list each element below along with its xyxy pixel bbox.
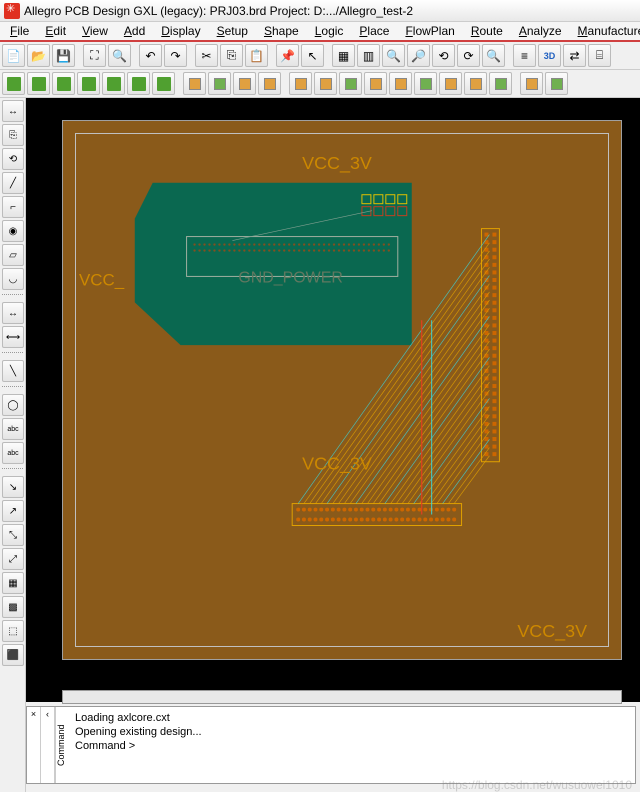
toolbar-cur[interactable] bbox=[258, 72, 281, 95]
tool-line[interactable]: ╱ bbox=[2, 172, 24, 194]
toolbar-layer-stack[interactable]: ≡ bbox=[513, 44, 536, 67]
toolbar-zoom-window[interactable]: 🔍 bbox=[108, 44, 131, 67]
command-output: Loading axlcore.cxtOpening existing desi… bbox=[69, 707, 635, 783]
toolbar-c2[interactable] bbox=[208, 72, 231, 95]
menu-edit[interactable]: Edit bbox=[39, 22, 72, 40]
menu-route[interactable]: Route bbox=[465, 22, 509, 40]
toolbar-file-save[interactable]: 💾 bbox=[52, 44, 75, 67]
tool-via[interactable]: ◉ bbox=[2, 220, 24, 242]
toolbar-r8[interactable] bbox=[464, 72, 487, 95]
menu-bar: FileEditViewAddDisplay SetupShapeLogicPla… bbox=[0, 22, 640, 42]
tool-copy[interactable]: ⎘ bbox=[2, 124, 24, 146]
toolbar-file-new[interactable]: 📄 bbox=[2, 44, 25, 67]
toolbar-c3[interactable] bbox=[233, 72, 256, 95]
toolbar-zoom-next[interactable]: ⟳ bbox=[457, 44, 480, 67]
tool-rt7[interactable]: ⬚ bbox=[2, 620, 24, 642]
tool-pad[interactable]: ◯ bbox=[2, 394, 24, 416]
command-panel: × ‹ Command Loading axlcore.cxtOpening e… bbox=[26, 706, 636, 784]
toolbar-r9[interactable] bbox=[489, 72, 512, 95]
toolbar-r3[interactable] bbox=[339, 72, 362, 95]
panel-close-icon[interactable]: × bbox=[27, 707, 41, 783]
menu-display[interactable]: Display bbox=[155, 22, 206, 40]
toolbar-r6[interactable] bbox=[414, 72, 437, 95]
toolbar-r5[interactable] bbox=[389, 72, 412, 95]
app-icon bbox=[4, 3, 20, 19]
pcb-board: VCC_3VVCC_GND_POWERVCC_3VVCC_3V bbox=[62, 120, 622, 660]
menu-add[interactable]: Add bbox=[118, 22, 151, 40]
menu-shape[interactable]: Shape bbox=[258, 22, 305, 40]
tool-rot[interactable]: ⟲ bbox=[2, 148, 24, 170]
window-titlebar: Allegro PCB Design GXL (legacy): PRJ03.b… bbox=[0, 0, 640, 22]
tool-rt5[interactable]: ▦ bbox=[2, 572, 24, 594]
toolbar-paste[interactable]: 📋 bbox=[245, 44, 268, 67]
toolbar-r1[interactable] bbox=[289, 72, 312, 95]
toolbar-grid1[interactable]: ▦ bbox=[332, 44, 355, 67]
menu-flowplan[interactable]: FlowPlan bbox=[399, 22, 460, 40]
design-canvas[interactable]: VCC_3VVCC_GND_POWERVCC_3VVCC_3V bbox=[26, 98, 640, 702]
toolbar-redo[interactable]: ↷ bbox=[164, 44, 187, 67]
tool-meas[interactable]: ↔ bbox=[2, 302, 24, 324]
toolbar-r2[interactable] bbox=[314, 72, 337, 95]
tool-rt4[interactable]: ⤢ bbox=[2, 548, 24, 570]
toolbox-vertical: ↔⎘⟲╱⌐◉▱◡↔⟷╲◯abcabc↘↗⤡⤢▦▩⬚⬛ bbox=[0, 98, 26, 792]
toolbar-g6[interactable] bbox=[127, 72, 150, 95]
toolbar-g7[interactable] bbox=[152, 72, 175, 95]
toolbar-c1[interactable] bbox=[183, 72, 206, 95]
toolbar-db[interactable]: ⌸ bbox=[588, 44, 611, 67]
tool-rt1[interactable]: ↘ bbox=[2, 476, 24, 498]
menu-manufacture[interactable]: Manufacture bbox=[572, 22, 640, 40]
toolbar-zoom-fit[interactable]: ⛶ bbox=[83, 44, 106, 67]
panel-nav-icon[interactable]: ‹ bbox=[41, 707, 55, 783]
toolbar-secondary bbox=[0, 70, 640, 98]
tool-wire[interactable]: ╲ bbox=[2, 360, 24, 382]
toolbar-view-3d[interactable]: 3D bbox=[538, 44, 561, 67]
toolbar-pin[interactable]: 📌 bbox=[276, 44, 299, 67]
toolbar-zoom-prev[interactable]: ⟲ bbox=[432, 44, 455, 67]
command-tab[interactable]: Command bbox=[55, 707, 69, 783]
tool-rt6[interactable]: ▩ bbox=[2, 596, 24, 618]
toolbar-g5[interactable] bbox=[102, 72, 125, 95]
menu-logic[interactable]: Logic bbox=[309, 22, 350, 40]
toolbar-undo[interactable]: ↶ bbox=[139, 44, 162, 67]
toolbar-zoom-out[interactable]: 🔎 bbox=[407, 44, 430, 67]
toolbar-r7[interactable] bbox=[439, 72, 462, 95]
menu-view[interactable]: View bbox=[76, 22, 114, 40]
tool-poly[interactable]: ▱ bbox=[2, 244, 24, 266]
toolbar-flip[interactable]: ⇄ bbox=[563, 44, 586, 67]
toolbar-main: 📄📂💾⛶🔍↶↷✂⎘📋📌↖▦▥🔍🔎⟲⟳🔍≡3D⇄⌸ bbox=[0, 42, 640, 70]
tool-abc1[interactable]: abc bbox=[2, 418, 24, 440]
toolbar-copy[interactable]: ⎘ bbox=[220, 44, 243, 67]
window-title: Allegro PCB Design GXL (legacy): PRJ03.b… bbox=[24, 4, 413, 18]
toolbar-r4[interactable] bbox=[364, 72, 387, 95]
toolbar-cursor[interactable]: ↖ bbox=[301, 44, 324, 67]
tool-move[interactable]: ↔ bbox=[2, 100, 24, 122]
tool-trace[interactable]: ⌐ bbox=[2, 196, 24, 218]
tool-arc[interactable]: ◡ bbox=[2, 268, 24, 290]
horizontal-scrollbar[interactable] bbox=[62, 690, 622, 704]
toolbar-grid2[interactable]: ▥ bbox=[357, 44, 380, 67]
menu-place[interactable]: Place bbox=[353, 22, 395, 40]
toolbar-g3[interactable] bbox=[52, 72, 75, 95]
tool-rt2[interactable]: ↗ bbox=[2, 500, 24, 522]
tool-rt3[interactable]: ⤡ bbox=[2, 524, 24, 546]
toolbar-g1[interactable] bbox=[2, 72, 25, 95]
toolbar-g4[interactable] bbox=[77, 72, 100, 95]
menu-setup[interactable]: Setup bbox=[211, 22, 254, 40]
watermark-text: https://blog.csdn.net/wusuowei1010 bbox=[442, 778, 632, 792]
toolbar-g2[interactable] bbox=[27, 72, 50, 95]
menu-analyze[interactable]: Analyze bbox=[513, 22, 568, 40]
toolbar-odb[interactable] bbox=[520, 72, 543, 95]
tool-dim[interactable]: ⟷ bbox=[2, 326, 24, 348]
board-outline bbox=[75, 133, 609, 647]
tool-rt8[interactable]: ⬛ bbox=[2, 644, 24, 666]
toolbar-zoom-in[interactable]: 🔍 bbox=[382, 44, 405, 67]
toolbar-cut[interactable]: ✂ bbox=[195, 44, 218, 67]
tool-abc2[interactable]: abc bbox=[2, 442, 24, 464]
toolbar-find[interactable]: 🔍 bbox=[482, 44, 505, 67]
toolbar-exp[interactable] bbox=[545, 72, 568, 95]
toolbar-file-open[interactable]: 📂 bbox=[27, 44, 50, 67]
menu-file[interactable]: File bbox=[4, 22, 35, 40]
